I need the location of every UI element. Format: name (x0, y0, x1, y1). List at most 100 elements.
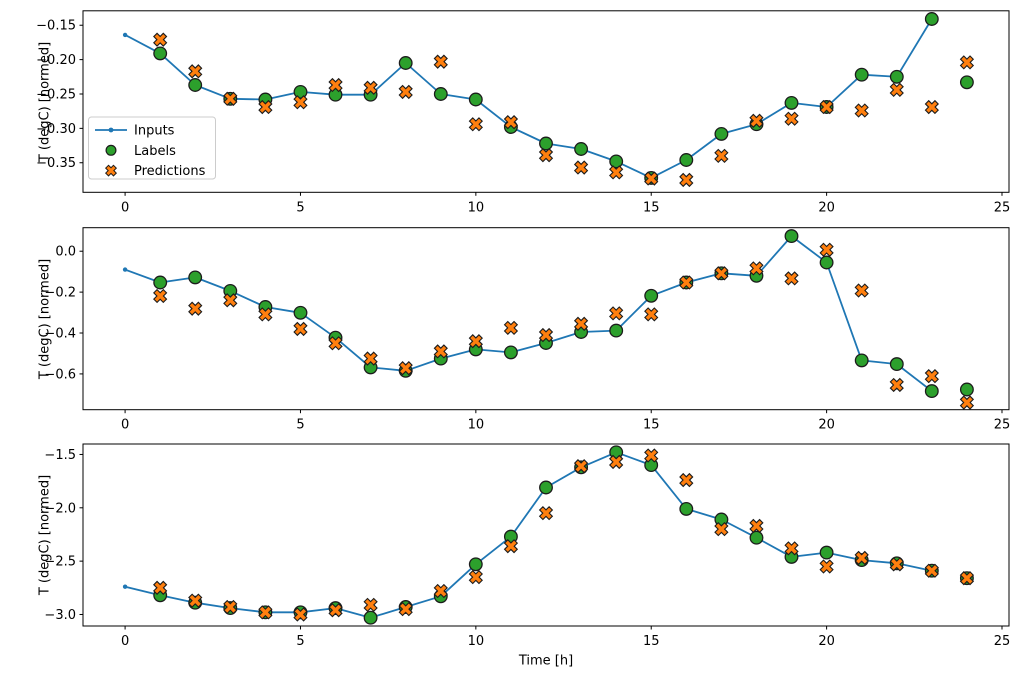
prediction-marker (363, 597, 378, 613)
prediction-marker (258, 307, 273, 322)
prediction-marker (749, 113, 764, 128)
label-marker (609, 154, 624, 169)
prediction-marker (293, 607, 308, 622)
prediction-marker (714, 148, 729, 164)
x-tick-label: 20 (818, 634, 835, 649)
y-axis-label-subplot-2: T (degC) [normed] (37, 258, 53, 379)
prediction-marker (854, 103, 869, 118)
prediction-marker (924, 99, 939, 115)
y-tick-label: −0.35 (36, 156, 76, 171)
prediction-marker (503, 539, 519, 554)
subplot-2: 0 5 10 15 20 25 0.0 −0.2 −0.4 −0.6 (44, 227, 1011, 433)
prediction-marker (398, 361, 413, 376)
prediction-marker (188, 64, 203, 79)
prediction-marker (258, 99, 273, 115)
prediction-marker (924, 369, 939, 384)
prediction-marker (188, 593, 203, 608)
label-marker (539, 136, 553, 151)
y-tick-label: −1.5 (44, 448, 76, 463)
label-marker (784, 95, 799, 110)
label-marker (503, 345, 518, 360)
label-marker (819, 255, 834, 270)
x-tick-label: 15 (643, 634, 660, 649)
prediction-marker (854, 550, 869, 566)
input-dot-marker (122, 267, 128, 272)
label-marker (574, 142, 589, 156)
prediction-marker (784, 111, 799, 126)
label-marker (959, 75, 974, 90)
y-axis-label-subplot-1: T (degC) [normed] (37, 41, 53, 162)
label-marker (889, 69, 904, 84)
y-tick-label: −0.6 (44, 367, 76, 382)
subplot-1: 0 5 10 15 20 25 −0.15 −0.20 −0.25 −0.30 −0.35 Input… (36, 10, 1011, 215)
x-tick-label: 25 (994, 418, 1011, 433)
prediction-marker (573, 459, 589, 474)
prediction-marker (328, 603, 343, 618)
axes-frame (82, 443, 1010, 627)
y-axis-label-subplot-3: T (degC) [normed] (37, 474, 53, 596)
prediction-marker (609, 165, 624, 180)
label-marker (819, 545, 834, 560)
prediction-marker (328, 336, 343, 351)
x-tick-label: 25 (994, 200, 1011, 215)
legend-frame (88, 116, 216, 180)
prediction-marker (258, 605, 273, 620)
y-tick-label: −0.25 (36, 87, 76, 102)
prediction-marker (819, 559, 834, 574)
legend: Inputs Labels Predictions (88, 116, 216, 180)
prediction-marker (644, 448, 659, 463)
y-tick-label: 0.0 (55, 245, 76, 260)
prediction-marker (188, 301, 203, 316)
label-marker (679, 153, 694, 167)
x-tick-label: 5 (296, 634, 304, 649)
prediction-marker (433, 344, 448, 359)
prediction-marker (959, 395, 975, 410)
y-tick-label: −0.2 (44, 286, 76, 301)
y-tick-label: −2.0 (44, 501, 76, 516)
prediction-marker (153, 32, 168, 47)
prediction-marker (223, 599, 238, 615)
legend-predictions-x-sample (104, 164, 118, 177)
label-marker (188, 78, 203, 92)
inputs-line (124, 451, 932, 619)
prediction-marker (363, 351, 378, 366)
prediction-marker (679, 172, 694, 188)
label-marker (363, 610, 378, 625)
prediction-marker (749, 261, 764, 276)
inputs-line (124, 18, 933, 179)
prediction-marker (153, 288, 168, 304)
label-marker (959, 382, 974, 397)
label-marker (609, 323, 624, 338)
label-marker (714, 126, 729, 141)
label-marker (749, 530, 764, 545)
prediction-marker (819, 99, 834, 115)
x-tick-label: 10 (468, 200, 485, 215)
prediction-marker (924, 563, 939, 578)
prediction-marker (959, 571, 975, 586)
y-tick-label: −0.15 (36, 19, 76, 34)
prediction-marker (749, 518, 764, 534)
label-marker (924, 384, 939, 399)
prediction-marker (959, 55, 975, 70)
label-marker (468, 92, 483, 107)
prediction-marker (538, 148, 554, 163)
prediction-marker (538, 505, 554, 521)
prediction-marker (503, 115, 519, 130)
x-tick-label: 10 (468, 634, 485, 649)
legend-item-label: Predictions (134, 164, 206, 179)
prediction-marker (398, 84, 413, 100)
input-dot-marker (122, 32, 128, 38)
label-marker (854, 353, 869, 368)
prediction-marker (293, 95, 308, 110)
legend-item-label: Inputs (134, 124, 175, 139)
label-marker (293, 84, 308, 99)
y-tick-label: −0.20 (36, 53, 76, 68)
prediction-marker (573, 160, 589, 175)
label-marker (293, 305, 308, 320)
y-tick-label: −3.0 (44, 608, 76, 623)
x-tick-label: 5 (296, 418, 304, 433)
prediction-marker (819, 242, 834, 257)
input-dot-marker (122, 584, 128, 589)
label-marker (854, 67, 869, 82)
